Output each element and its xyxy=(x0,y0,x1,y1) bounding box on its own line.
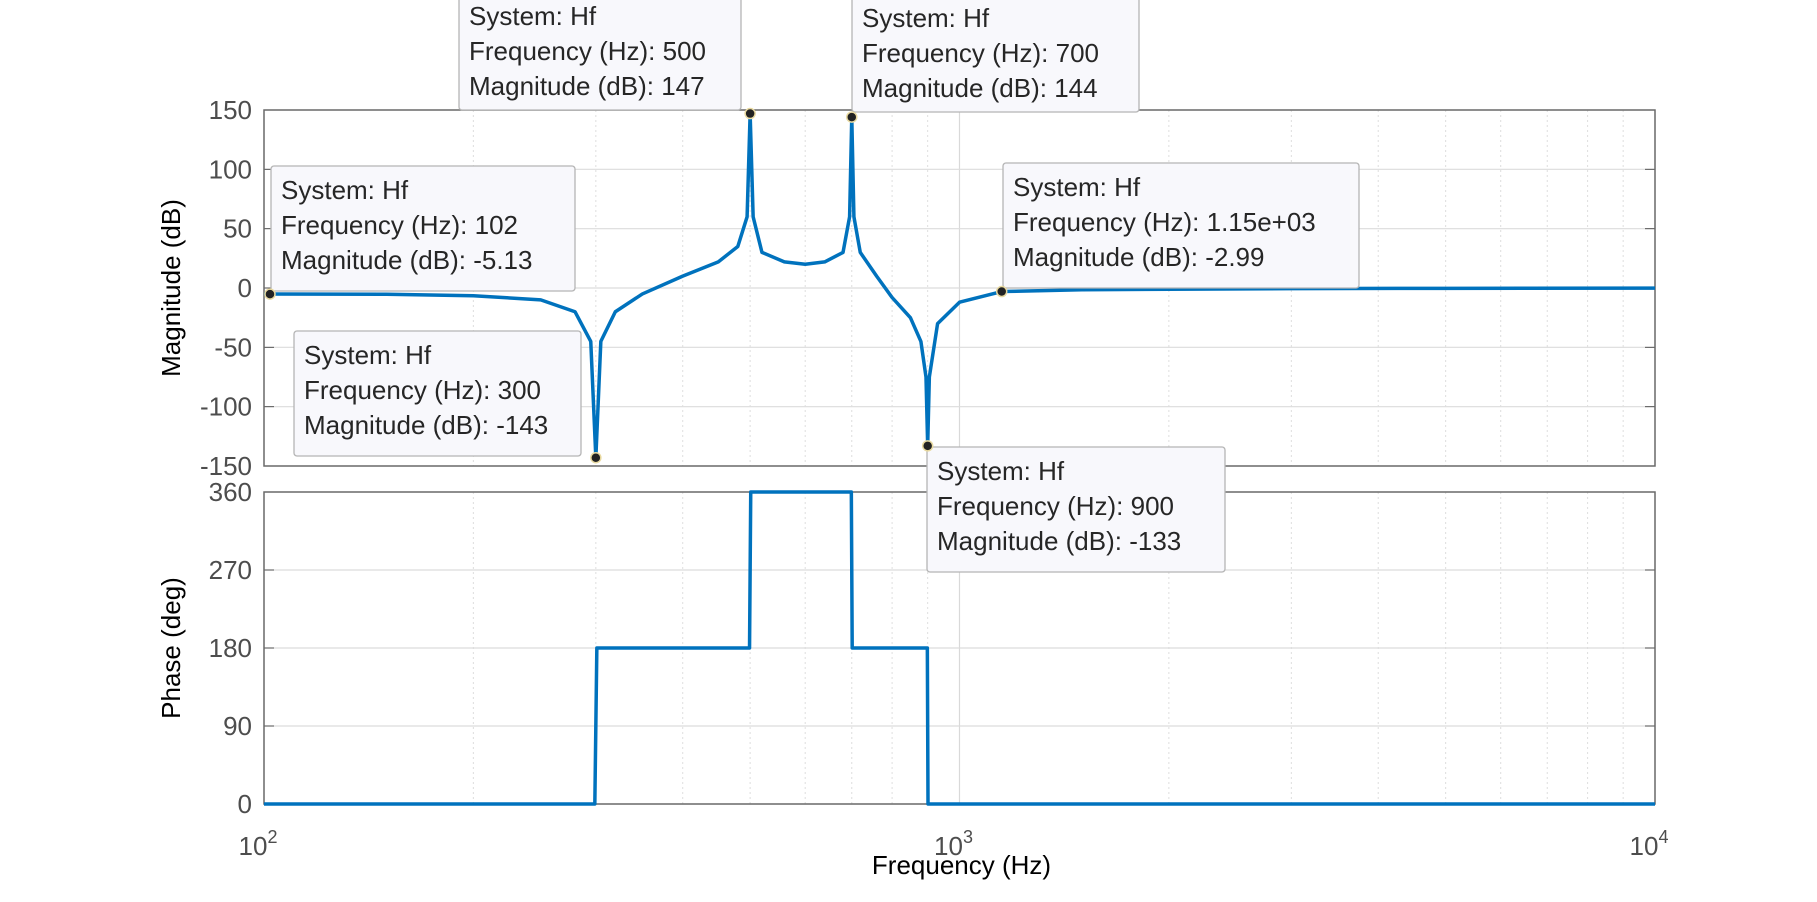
datatip-marker xyxy=(921,440,934,452)
datatip-frequency: Frequency (Hz): 900 xyxy=(937,491,1174,521)
magnitude-ytick-label: -100 xyxy=(200,392,252,422)
datatip-magnitude: Magnitude (dB): -133 xyxy=(937,526,1181,556)
datatip-marker xyxy=(995,285,1008,298)
datatip: System: Hf Frequency (Hz): 1.15e+03 Magnit… xyxy=(995,162,1360,298)
datatip-box xyxy=(1002,162,1360,289)
datatip-marker xyxy=(846,111,858,123)
phase-ylabel: Phase (deg) xyxy=(156,577,186,719)
datatip-box xyxy=(851,0,1140,113)
datatip-magnitude: Magnitude (dB): -143 xyxy=(304,410,548,440)
magnitude-ytick-label: 100 xyxy=(209,154,252,184)
magnitude-axes: 150 100 50 0 -50 -100 -150 Magnitude (dB) xyxy=(156,95,1656,481)
datatip-box xyxy=(293,330,582,457)
datatip-box xyxy=(926,446,1226,573)
datatip-magnitude: Magnitude (dB): 147 xyxy=(469,71,705,101)
datatip-frequency: Frequency (Hz): 1.15e+03 xyxy=(1013,207,1316,237)
xtick-label: 104 xyxy=(1630,827,1669,861)
datatip: System: Hf Frequency (Hz): 300 Magnitude (… xyxy=(293,330,602,464)
datatip-marker xyxy=(590,451,602,464)
xlabel: Frequency (Hz) xyxy=(872,850,1051,880)
magnitude-series-line xyxy=(263,111,1656,460)
magnitude-ylabel: Magnitude (dB) xyxy=(156,199,186,377)
datatip-system: System: Hf xyxy=(281,175,409,205)
phase-series-line xyxy=(264,490,1655,806)
phase-ytick-label: 180 xyxy=(209,633,252,663)
datatip: System: Hf Frequency (Hz): 700 Magnitude (… xyxy=(846,0,1140,123)
magnitude-ytick-label: 150 xyxy=(209,95,252,125)
magnitude-ytick-label: 0 xyxy=(238,273,252,303)
datatip-box xyxy=(458,0,742,111)
phase-axes: 360 270 180 90 0 Phase (deg) xyxy=(156,477,1656,819)
phase-ytick-label: 360 xyxy=(209,477,252,507)
magnitude-ytick-label: -150 xyxy=(200,451,252,481)
datatip-frequency: Frequency (Hz): 300 xyxy=(304,375,541,405)
phase-ytick-label: 270 xyxy=(209,555,252,585)
datatip: System: Hf Frequency (Hz): 102 Magnitude (… xyxy=(264,165,576,300)
datatip-frequency: Frequency (Hz): 500 xyxy=(469,36,706,66)
datatip-magnitude: Magnitude (dB): 144 xyxy=(862,73,1098,103)
datatip-system: System: Hf xyxy=(862,3,990,33)
datatip-magnitude: Magnitude (dB): -2.99 xyxy=(1013,242,1264,272)
datatip: System: Hf Frequency (Hz): 500 Magnitude (… xyxy=(458,0,756,120)
datatip-marker xyxy=(264,288,276,300)
datatip: System: Hf Frequency (Hz): 900 Magnitude (… xyxy=(921,440,1226,573)
magnitude-ytick-label: 50 xyxy=(223,214,252,244)
datatip-system: System: Hf xyxy=(937,456,1065,486)
datatip-frequency: Frequency (Hz): 700 xyxy=(862,38,1099,68)
datatip-magnitude: Magnitude (dB): -5.13 xyxy=(281,245,532,275)
phase-ytick-label: 90 xyxy=(223,711,252,741)
datatip-frequency: Frequency (Hz): 102 xyxy=(281,210,518,240)
magnitude-ytick-label: -50 xyxy=(214,332,252,362)
phase-ytick-label: 0 xyxy=(238,789,252,819)
datatip-system: System: Hf xyxy=(304,340,432,370)
datatip-system: System: Hf xyxy=(469,1,597,31)
datatip-marker xyxy=(744,107,756,120)
datatip-system: System: Hf xyxy=(1013,172,1141,202)
datatip-box xyxy=(270,165,576,292)
xtick-label: 102 xyxy=(239,827,278,861)
